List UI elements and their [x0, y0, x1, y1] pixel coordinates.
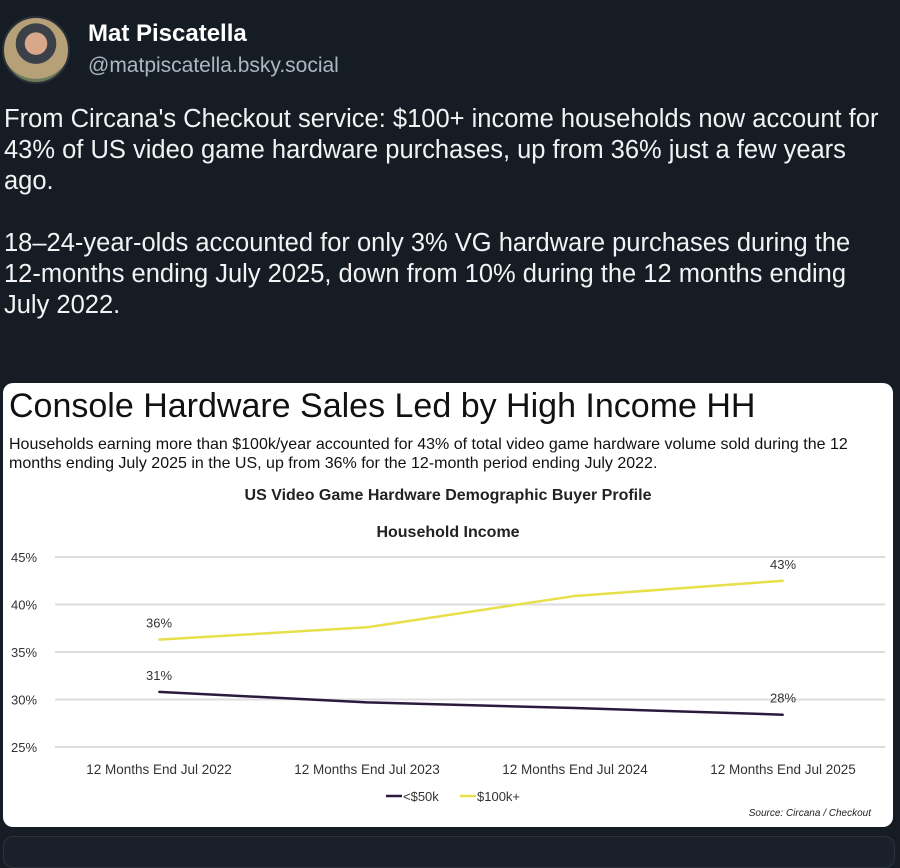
data-label: 36% [146, 616, 172, 631]
x-tick-label: 12 Months End Jul 2024 [502, 762, 648, 777]
data-label: 28% [770, 691, 796, 706]
data-point [782, 713, 784, 716]
y-tick-label: 45% [11, 550, 37, 565]
chart-image-card[interactable]: Console Hardware Sales Led by High Incom… [3, 383, 893, 827]
card-subtitle: Households earning more than $100k/year … [9, 436, 848, 472]
reply-box[interactable] [3, 836, 895, 868]
data-label: 31% [146, 668, 172, 683]
data-point [158, 690, 160, 693]
y-tick-label: 25% [11, 740, 37, 755]
data-point [366, 701, 368, 704]
data-point [574, 707, 576, 710]
series-line [158, 579, 784, 641]
data-point [574, 594, 576, 597]
avatar[interactable] [2, 16, 70, 84]
x-tick-label: 12 Months End Jul 2023 [294, 762, 440, 777]
post-paragraph: From Circana's Checkout service: $100+ i… [4, 105, 879, 195]
card-title: Console Hardware Sales Led by High Incom… [9, 387, 756, 425]
source-note: Source: Circana / Checkout [748, 808, 871, 819]
series-line [158, 690, 784, 716]
y-tick-label: 30% [11, 693, 37, 708]
legend-label: <$50k [403, 789, 439, 804]
data-point [782, 579, 784, 582]
data-label: 43% [770, 557, 796, 572]
y-tick-label: 35% [11, 645, 37, 660]
data-point [366, 626, 368, 629]
x-tick-label: 12 Months End Jul 2022 [86, 762, 232, 777]
y-tick-label: 40% [11, 598, 37, 613]
post-paragraph: 18–24-year-olds accounted for only 3% VG… [4, 229, 851, 319]
post-text: From Circana's Checkout service: $100+ i… [4, 104, 894, 352]
line-chart: 45% 40% 35% 30% 25% 12 Months End Jul 2022 12 … [11, 550, 885, 804]
legend-label: $100k+ [477, 789, 520, 804]
chart-title: US Video Game Hardware Demographic Buyer… [244, 487, 652, 504]
author-handle[interactable]: @matpiscatella.bsky.social [88, 54, 339, 77]
author-name[interactable]: Mat Piscatella [88, 20, 247, 47]
data-point [158, 638, 160, 641]
chart-subtitle: Household Income [376, 524, 520, 541]
x-tick-label: 12 Months End Jul 2025 [710, 762, 856, 777]
